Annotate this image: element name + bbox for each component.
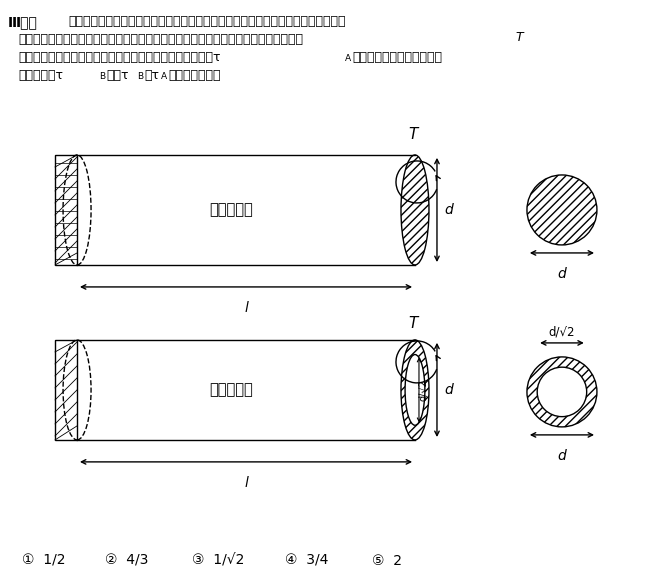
Ellipse shape bbox=[401, 155, 429, 265]
Circle shape bbox=[527, 175, 597, 245]
Text: ／τ: ／τ bbox=[144, 69, 159, 82]
Text: 中実丸棒Ａと中空丸棒Ｂの一端が剛体壁に固定され，他端に等しいねじりモーメント: 中実丸棒Ａと中空丸棒Ｂの一端が剛体壁に固定され，他端に等しいねじりモーメント bbox=[18, 33, 303, 46]
Polygon shape bbox=[55, 155, 77, 265]
Text: 中空丸棒Ｂ: 中空丸棒Ｂ bbox=[209, 383, 253, 398]
Text: d/√2: d/√2 bbox=[549, 326, 575, 339]
Text: の値はどれか。: の値はどれか。 bbox=[168, 69, 221, 82]
Text: T: T bbox=[408, 128, 418, 142]
Text: が作用しているとき，中実丸棒Ａに生じる最大せん断応力τ: が作用しているとき，中実丸棒Ａに生じる最大せん断応力τ bbox=[18, 51, 221, 64]
Text: d: d bbox=[444, 203, 453, 217]
Text: d/√2: d/√2 bbox=[419, 379, 429, 401]
Text: l: l bbox=[244, 301, 248, 315]
Text: Ⅲ－７: Ⅲ－７ bbox=[8, 15, 38, 29]
Text: ⑤  2: ⑤ 2 bbox=[372, 554, 402, 568]
Text: l: l bbox=[244, 476, 248, 490]
Text: ②  4/3: ② 4/3 bbox=[105, 554, 148, 568]
Text: T: T bbox=[516, 31, 524, 44]
Text: A: A bbox=[345, 54, 351, 63]
Text: d: d bbox=[557, 449, 566, 463]
Text: の比τ: の比τ bbox=[106, 69, 128, 82]
Text: ①  1/2: ① 1/2 bbox=[22, 554, 66, 568]
Text: T: T bbox=[408, 316, 418, 331]
Text: B: B bbox=[137, 72, 143, 81]
Circle shape bbox=[527, 357, 597, 427]
Text: d: d bbox=[444, 383, 453, 397]
Text: d: d bbox=[557, 267, 566, 281]
Ellipse shape bbox=[405, 355, 425, 425]
Polygon shape bbox=[55, 340, 77, 440]
Circle shape bbox=[537, 367, 587, 416]
Text: B: B bbox=[99, 72, 105, 81]
Text: と中空丸棒Ｂに生じる最大: と中空丸棒Ｂに生じる最大 bbox=[352, 51, 442, 64]
Text: ③  1/√2: ③ 1/√2 bbox=[192, 554, 244, 568]
Text: せん断応力τ: せん断応力τ bbox=[18, 69, 63, 82]
Text: ④  3/4: ④ 3/4 bbox=[285, 554, 328, 568]
Text: A: A bbox=[161, 72, 167, 81]
Text: 中実丸棒Ａ: 中実丸棒Ａ bbox=[209, 202, 253, 217]
Ellipse shape bbox=[401, 340, 429, 440]
Text: 下図に示すように，同一材質，同一長さで，外形寸法が等しく断面積比が２：１の: 下図に示すように，同一材質，同一長さで，外形寸法が等しく断面積比が２：１の bbox=[68, 15, 346, 28]
